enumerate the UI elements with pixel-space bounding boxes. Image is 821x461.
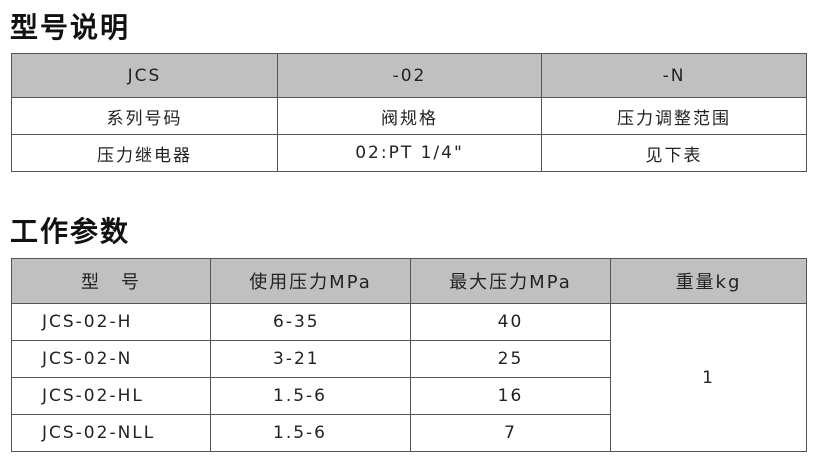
header-cell: JCS [11,53,278,98]
header-cell: -N [541,53,807,98]
model-section-title: 型号说明 [10,11,131,44]
working-parameters-table: 型 号 使用压力MPa 最大压力MPa 重量kg JCS-02-H 6-35 4… [11,258,807,452]
header-weight: 重量kg [610,258,807,304]
header-working-pressure: 使用压力MPa [210,258,411,304]
model-cell: JCS-02-N [11,340,211,378]
table-row: 压力继电器 02:PT 1/4" 见下表 [11,134,807,172]
max-pressure-cell: 7 [410,414,611,452]
table-row: JCS-02-NLL 1.5-6 7 [11,414,807,452]
table-header-row: 型 号 使用压力MPa 最大压力MPa 重量kg [11,258,807,304]
table-row: JCS-02-HL 1.5-6 16 [11,377,807,415]
table-row: JCS-02-H 6-35 40 1 [11,303,807,452]
model-description-table: JCS -02 -N 系列号码 阀规格 压力调整范围 压力继电器 02:PT 1… [11,53,807,172]
table-row: JCS-02-N 3-21 25 [11,340,807,378]
table-cell: 见下表 [541,134,807,172]
header-cell: -02 [277,53,542,98]
table-cell: 压力继电器 [11,134,278,172]
model-cell: JCS-02-HL [11,377,211,415]
params-section-title: 工作参数 [10,215,131,248]
model-cell: JCS-02-NLL [11,414,211,452]
max-pressure-cell: 16 [410,377,611,415]
weight-cell: 1 [610,303,807,452]
model-cell: JCS-02-H [11,303,211,341]
table-cell: 压力调整范围 [541,97,807,135]
working-pressure-cell: 1.5-6 [210,414,411,452]
max-pressure-cell: 25 [410,340,611,378]
table-cell: 02:PT 1/4" [277,134,542,172]
table-cell: 阀规格 [277,97,542,135]
table-cell: 系列号码 [11,97,278,135]
working-pressure-cell: 6-35 [210,303,411,341]
working-pressure-cell: 3-21 [210,340,411,378]
header-model: 型 号 [11,258,211,304]
table-row: 系列号码 阀规格 压力调整范围 [11,97,807,135]
max-pressure-cell: 40 [410,303,611,341]
header-max-pressure: 最大压力MPa [410,258,611,304]
table-header-row: JCS -02 -N [11,53,807,98]
working-pressure-cell: 1.5-6 [210,377,411,415]
